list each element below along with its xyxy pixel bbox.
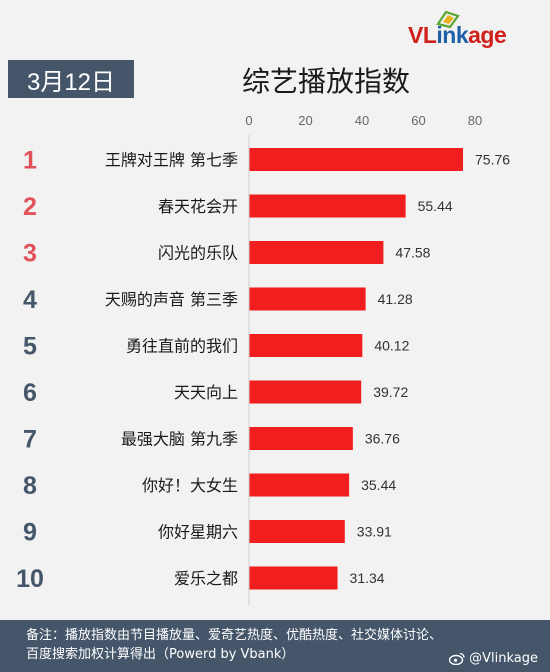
rank-number: 10: [16, 565, 44, 593]
category-label: 勇往直前的我们: [126, 337, 238, 356]
value-label: 41.28: [378, 291, 413, 307]
category-label: 你好星期六: [158, 523, 238, 542]
category-label: 天天向上: [174, 383, 238, 402]
footer-note-line1: 备注：播放指数由节目播放量、爱奇艺热度、优酷热度、社交媒体讨论、: [26, 628, 443, 643]
bar-chart: 0 20 40 60 80 1 王牌对王牌 第七季 75.76 2 春天花会开 55.44 3 闪光的乐…: [16, 113, 510, 605]
bar: [249, 148, 464, 171]
footer-handle-text: @Vlinkage: [469, 651, 538, 666]
logo-part-age: age: [468, 22, 507, 48]
rank-number: 3: [23, 240, 37, 268]
category-label: 天赐的声音 第三季: [105, 290, 238, 309]
rank-number: 1: [23, 147, 37, 175]
bar: [249, 194, 406, 218]
rank-number: 2: [23, 193, 37, 221]
x-tick-label: 0: [245, 113, 252, 128]
value-label: 33.91: [357, 524, 392, 540]
value-label: 55.44: [418, 198, 453, 214]
weibo-icon: [449, 652, 465, 665]
bar: [249, 566, 338, 590]
value-label: 31.34: [350, 570, 385, 586]
logo-wordmark: VLinkage: [408, 22, 507, 49]
bar: [249, 380, 362, 404]
category-label: 春天花会开: [158, 197, 238, 216]
rank-number: 6: [23, 379, 37, 407]
category-label: 王牌对王牌 第七季: [105, 151, 238, 170]
date-badge: 3月12日: [8, 60, 134, 98]
bar: [249, 427, 353, 450]
logo-mark-icon: [436, 10, 460, 28]
footer-handle: @Vlinkage: [449, 651, 538, 666]
x-tick-label: 60: [411, 113, 425, 128]
rank-number: 4: [23, 286, 37, 314]
logo-part-vl: VL: [408, 22, 437, 48]
x-tick-label: 40: [355, 113, 369, 128]
bar: [249, 473, 350, 497]
footer-bar: 备注：播放指数由节目播放量、爱奇艺热度、优酷热度、社交媒体讨论、 百度搜索加权计…: [0, 620, 550, 672]
category-label: 最强大脑 第九季: [121, 430, 238, 449]
value-label: 35.44: [361, 477, 396, 493]
bar: [249, 241, 384, 264]
rank-number: 5: [23, 333, 37, 361]
footer-note-line2: 百度搜索加权计算得出（Powerd by Vbank）: [26, 647, 295, 662]
rank-number: 7: [23, 426, 37, 454]
category-label: 爱乐之都: [174, 569, 238, 588]
value-label: 36.76: [365, 431, 400, 447]
x-tick-label: 20: [298, 113, 312, 128]
chart-title: 综艺播放指数: [241, 65, 410, 98]
bar: [249, 334, 363, 357]
brand-logo: VLinkage: [408, 10, 538, 48]
bar: [249, 287, 366, 311]
footer-note: 备注：播放指数由节目播放量、爱奇艺热度、优酷热度、社交媒体讨论、 百度搜索加权计…: [26, 626, 526, 664]
category-label: 你好！大女生: [142, 476, 238, 495]
value-label: 75.76: [475, 152, 510, 168]
value-label: 39.72: [373, 384, 408, 400]
value-label: 47.58: [395, 245, 430, 261]
bar: [249, 520, 345, 543]
logo-part-ink: ink: [436, 22, 469, 48]
x-tick-label: 80: [468, 113, 482, 128]
rank-number: 9: [23, 519, 37, 547]
category-label: 闪光的乐队: [158, 244, 238, 263]
value-label: 40.12: [374, 338, 409, 354]
rank-number: 8: [23, 472, 37, 500]
